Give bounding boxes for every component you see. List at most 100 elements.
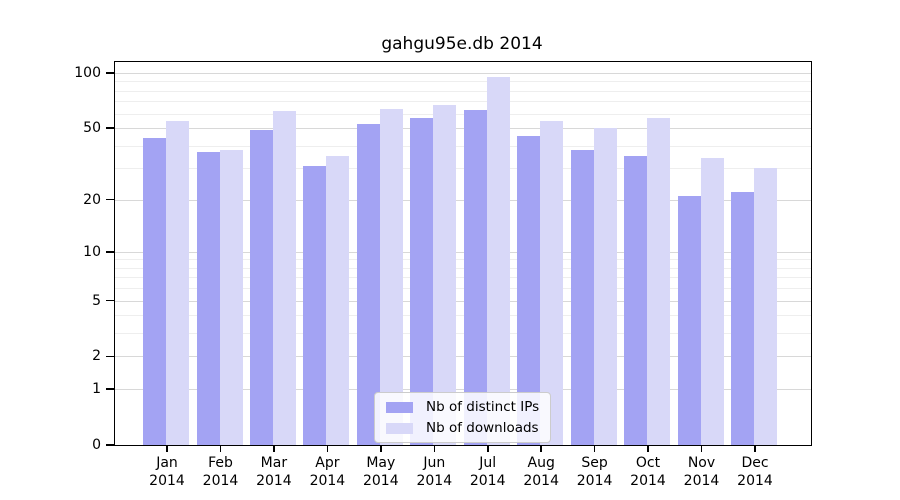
x-tick-month: Apr (315, 455, 340, 471)
x-tick-mark (540, 446, 542, 452)
x-tick-year: 2014 (523, 473, 559, 489)
bar-distinct-ips-oct (624, 156, 647, 445)
x-tick-year: 2014 (149, 473, 185, 489)
x-tick-month: Jul (479, 455, 497, 471)
x-tick-mark (593, 446, 596, 452)
bar-downloads-jun (433, 104, 457, 445)
x-tick-month: Nov (687, 455, 716, 471)
minor-gridline (115, 90, 811, 92)
x-tick-year: 2014 (576, 473, 613, 489)
minor-gridline (115, 315, 811, 317)
x-tick-month: Feb (208, 455, 233, 471)
bar-distinct-ips-feb (196, 151, 220, 445)
major-gridline (115, 199, 811, 201)
x-tick-month: Aug (527, 455, 555, 471)
bar-distinct-ips-dec (731, 192, 754, 445)
x-tick-year: 2014 (256, 473, 292, 489)
y-tick-mark (106, 198, 114, 201)
bar-distinct-ips-sep (570, 149, 594, 445)
x-tick-label: Sep 2014 (563, 454, 627, 490)
x-tick-month: Oct (635, 455, 661, 471)
x-tick-mark (380, 446, 382, 452)
major-gridline (115, 389, 811, 391)
x-tick-year: 2014 (683, 473, 720, 489)
x-tick-year: 2014 (309, 473, 346, 489)
x-tick-month: Mar (260, 455, 288, 471)
plot-area: 0 1 2 5 10 20 50 100 Jan 2014 Feb 2014 Mar 2014 Apr 20… (74, 61, 812, 489)
bar-downloads-oct (647, 117, 670, 445)
x-tick-month: Jun (423, 455, 446, 471)
y-tick-label: 0 (92, 437, 101, 453)
minor-gridline (115, 113, 811, 115)
major-gridline (115, 356, 811, 358)
minor-gridline (115, 259, 811, 261)
x-tick-label: Jan 2014 (135, 454, 199, 490)
bar-downloads-jan (166, 120, 189, 445)
x-tick-month: Sep (581, 455, 608, 471)
x-tick-mark (433, 446, 435, 452)
y-tick-label: 10 (83, 243, 101, 260)
bar-downloads-feb (219, 149, 243, 445)
y-tick-label: 20 (83, 191, 101, 208)
x-tick-label: Apr 2014 (295, 454, 359, 490)
bar-downloads-may (379, 108, 403, 445)
x-tick-year: 2014 (737, 473, 773, 489)
x-tick-mark (700, 446, 703, 452)
y-tick-mark (106, 388, 114, 390)
bar-distinct-ips-aug (517, 136, 541, 445)
downloads-swatch (386, 422, 413, 434)
y-tick-mark (106, 355, 114, 358)
major-gridline (115, 251, 811, 253)
x-tick-label: Oct 2014 (616, 454, 680, 490)
x-tick-label: Jun 2014 (402, 454, 466, 490)
legend-label: Nb of downloads (426, 420, 539, 436)
bar-downloads-mar (272, 111, 296, 445)
x-tick-mark (647, 446, 649, 452)
bar-distinct-ips-mar (249, 129, 273, 445)
x-tick-label: Feb 2014 (189, 454, 253, 490)
minor-gridline (115, 277, 811, 279)
minor-gridline (115, 81, 811, 83)
x-tick-year: 2014 (630, 473, 666, 489)
x-tick-label: Aug 2014 (509, 454, 573, 490)
bar-distinct-ips-jul (463, 109, 487, 445)
y-tick-mark (106, 251, 114, 253)
legend-label: Nb of distinct IPs (426, 399, 540, 415)
major-gridline (115, 128, 811, 130)
x-tick-mark (487, 446, 489, 452)
y-tick-label: 50 (83, 120, 101, 137)
x-tick-label: Jul 2014 (456, 454, 520, 490)
x-tick-label: Nov 2014 (670, 454, 734, 490)
x-tick-year: 2014 (362, 473, 399, 489)
x-tick-mark (166, 446, 168, 452)
minor-gridline (115, 288, 811, 290)
y-tick-mark (106, 127, 114, 129)
bar-distinct-ips-nov (677, 195, 701, 445)
y-tick-mark (106, 444, 114, 446)
bar-distinct-ips-jun (410, 117, 434, 445)
minor-gridline (115, 267, 811, 269)
y-tick-mark (106, 72, 114, 74)
legend: Nb of distinct IPs Nb of downloads (374, 392, 552, 443)
x-tick-mark (326, 446, 329, 452)
bar-downloads-apr (326, 156, 350, 445)
y-tick-label: 100 (74, 65, 101, 81)
bar-downloads-jul (486, 77, 510, 445)
x-tick-label: Mar 2014 (242, 454, 306, 490)
major-gridline (115, 300, 811, 302)
x-tick-year: 2014 (202, 473, 239, 489)
x-tick-year: 2014 (416, 473, 453, 489)
major-gridline (115, 73, 811, 74)
x-tick-mark (754, 446, 756, 452)
chart-title: gahgu95e.db 2014 (381, 34, 543, 54)
x-tick-month: Dec (741, 455, 769, 471)
y-tick-label: 5 (92, 292, 101, 309)
x-tick-year: 2014 (469, 473, 506, 489)
y-tick-label: 1 (92, 381, 101, 398)
x-tick-month: May (366, 455, 396, 471)
y-tick-label: 2 (92, 348, 101, 365)
bar-distinct-ips-apr (303, 165, 327, 445)
legend-row: Nb of distinct IPs (386, 399, 539, 415)
minor-gridline (115, 333, 811, 335)
